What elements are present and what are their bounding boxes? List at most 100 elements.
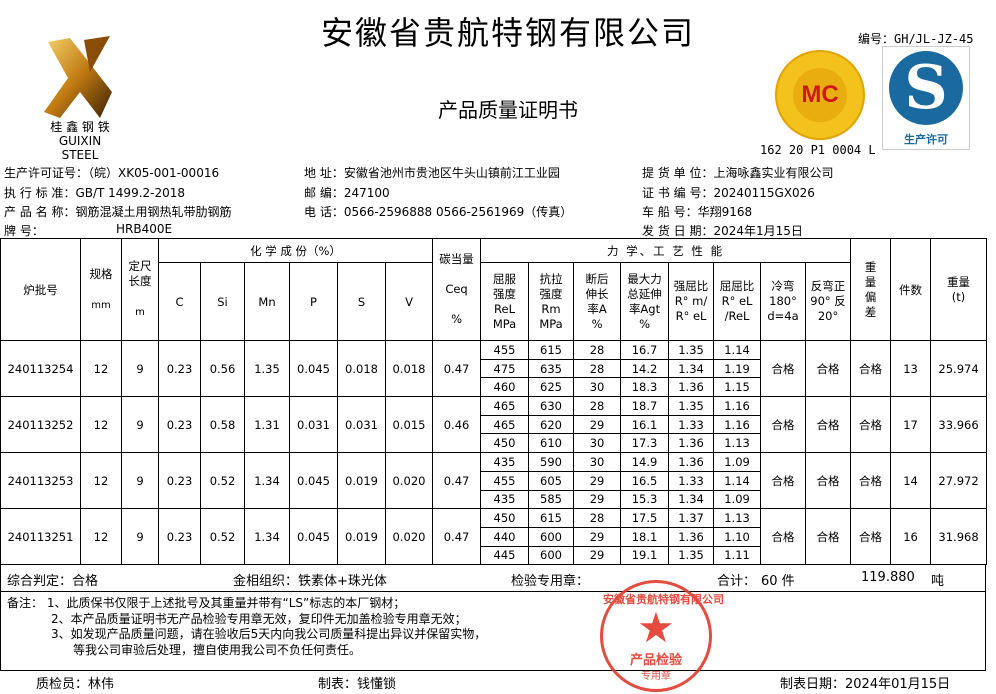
ratio-rm-rel: 1.35 — [668, 545, 715, 566]
weight-deviation: 合格 — [850, 508, 892, 566]
qs-license-logo: S 生产许可 — [882, 46, 970, 150]
postcode: 邮 编：247100 — [304, 186, 390, 200]
length: 9 — [121, 452, 159, 510]
ceq: 0.46 — [432, 396, 482, 454]
header-length: 定尺长度 m — [121, 238, 159, 341]
yield-strength: 465 — [480, 396, 530, 416]
rebend: 合格 — [805, 396, 852, 454]
total-elongation: 16.5 — [620, 470, 670, 491]
header-rel: 屈服强度ReL MPa — [480, 262, 530, 341]
page-title: 安徽省贵航特钢有限公司 — [320, 14, 696, 52]
tensile-strength: 610 — [528, 433, 575, 454]
tensile-strength: 620 — [528, 414, 575, 435]
elongation: 28 — [573, 508, 622, 528]
header-ceq-label: 碳当量 — [439, 252, 474, 266]
ratio-rel: 1.10 — [713, 526, 762, 547]
remark-line: 2、本产品质量证明书无产品检验专用章无效，复印件无加盖检验专用章无效； — [51, 611, 467, 626]
si-content: 0.52 — [200, 508, 245, 566]
ceq: 0.47 — [432, 339, 482, 398]
tensile-strength: 615 — [528, 340, 575, 360]
length: 9 — [121, 396, 159, 454]
p-content: 0.031 — [289, 396, 338, 454]
yield-strength: 465 — [480, 414, 530, 435]
batch-number: 240113252 — [0, 396, 81, 454]
certificate-number: 证 书 编 号：20240115GX026 — [642, 186, 815, 200]
tensile-strength: 625 — [528, 377, 575, 398]
header-spec: 规格 mm — [80, 238, 122, 341]
ratio-rm-rel: 1.33 — [668, 414, 715, 435]
tensile-strength: 615 — [528, 508, 575, 528]
weight-unit: 吨 — [931, 574, 945, 589]
grade: HRB400E — [116, 222, 173, 236]
header-chem: 化 学 成 份（%） — [157, 238, 434, 263]
elongation: 28 — [573, 396, 622, 416]
ratio-rel: 1.11 — [713, 545, 762, 566]
total-elongation: 18.7 — [620, 396, 670, 416]
header-ratio-rm-rel: 强屈比R° m/ R° eL — [668, 262, 715, 341]
yield-strength: 450 — [480, 508, 530, 528]
si-content: 0.58 — [200, 396, 245, 454]
weight: 27.972 — [930, 452, 988, 510]
ratio-rm-rel: 1.37 — [668, 508, 715, 528]
weight: 25.974 — [930, 339, 988, 398]
ship-date: 发 货 日 期：2024年1月15日 — [642, 224, 803, 238]
header-rm: 抗拉强度Rm MPa — [528, 262, 575, 341]
seal-bottom: 专用章 — [641, 671, 671, 682]
header-a: 断后伸长率A % — [573, 262, 622, 341]
weight-deviation: 合格 — [850, 396, 892, 454]
inspection-seal: 安徽省贵航特钢有限公司 ★ 产品检验 专用章 — [600, 580, 724, 692]
mn-content: 1.34 — [244, 508, 290, 566]
table-row: 240113252 12 9 0.23 0.58 1.31 0.031 0.031 0.015 0… — [0, 396, 988, 454]
piece-count: 16 — [890, 508, 932, 566]
cold-bend: 合格 — [760, 452, 807, 510]
cold-bend: 合格 — [760, 508, 807, 566]
spec: 12 — [80, 452, 122, 510]
elongation: 29 — [573, 526, 622, 547]
yield-strength: 435 — [480, 452, 530, 472]
ratio-rm-rel: 1.34 — [668, 489, 715, 510]
header-c: C — [158, 262, 201, 341]
header-si: Si — [200, 262, 245, 341]
v-content: 0.018 — [384, 339, 434, 398]
ratio-rm-rel: 1.33 — [668, 470, 715, 491]
s-content: 0.019 — [337, 452, 386, 510]
header-v: V — [384, 262, 434, 341]
length: 9 — [121, 339, 159, 398]
yield-strength: 445 — [480, 545, 530, 566]
c-content: 0.23 — [158, 452, 201, 510]
total-elongation: 19.1 — [620, 545, 670, 566]
ratio-rm-rel: 1.34 — [668, 358, 715, 379]
standard: 执 行 标 准：GB/T 1499.2-2018 — [4, 186, 186, 200]
elongation: 29 — [573, 414, 622, 435]
ratio-rm-rel: 1.36 — [668, 433, 715, 454]
total-elongation: 18.1 — [620, 526, 670, 547]
header-ceq-sym: Ceq — [445, 282, 468, 296]
rebend: 合格 — [805, 452, 852, 510]
qs-icon: S — [889, 51, 963, 125]
vehicle-number: 车 船 号：华翔9168 — [642, 205, 753, 219]
weight-deviation: 合格 — [850, 339, 892, 398]
remark-line: 3、如发现产品质量问题，请在验收后5天内向我公司质量科提出异议并保留实物， — [51, 627, 487, 641]
total-elongation: 14.9 — [620, 452, 670, 472]
ratio-rel: 1.13 — [713, 508, 762, 528]
elongation: 29 — [573, 545, 622, 566]
batch-number: 240113251 — [0, 508, 81, 566]
mn-content: 1.31 — [244, 396, 290, 454]
company-logo — [40, 32, 120, 120]
total-label: 合计： — [717, 574, 757, 589]
overall-judgement: 综合判定：合格 — [7, 574, 99, 589]
c-content: 0.23 — [158, 508, 201, 566]
header-cold-bend: 冷弯180° d=4a — [760, 262, 807, 341]
tensile-strength: 600 — [528, 526, 575, 547]
piece-count: 17 — [890, 396, 932, 454]
weight: 31.968 — [930, 508, 988, 566]
yield-strength: 435 — [480, 489, 530, 510]
s-content: 0.018 — [337, 339, 386, 398]
product-name: 产 品 名 称：钢筋混凝土用钢热轧带肋钢筋 — [4, 205, 232, 219]
ratio-rel: 1.14 — [713, 340, 762, 360]
ratio-rel: 1.14 — [713, 470, 762, 491]
v-content: 0.020 — [384, 452, 434, 510]
c-content: 0.23 — [158, 396, 201, 454]
rebend: 合格 — [805, 339, 852, 398]
spec: 12 — [80, 508, 122, 566]
